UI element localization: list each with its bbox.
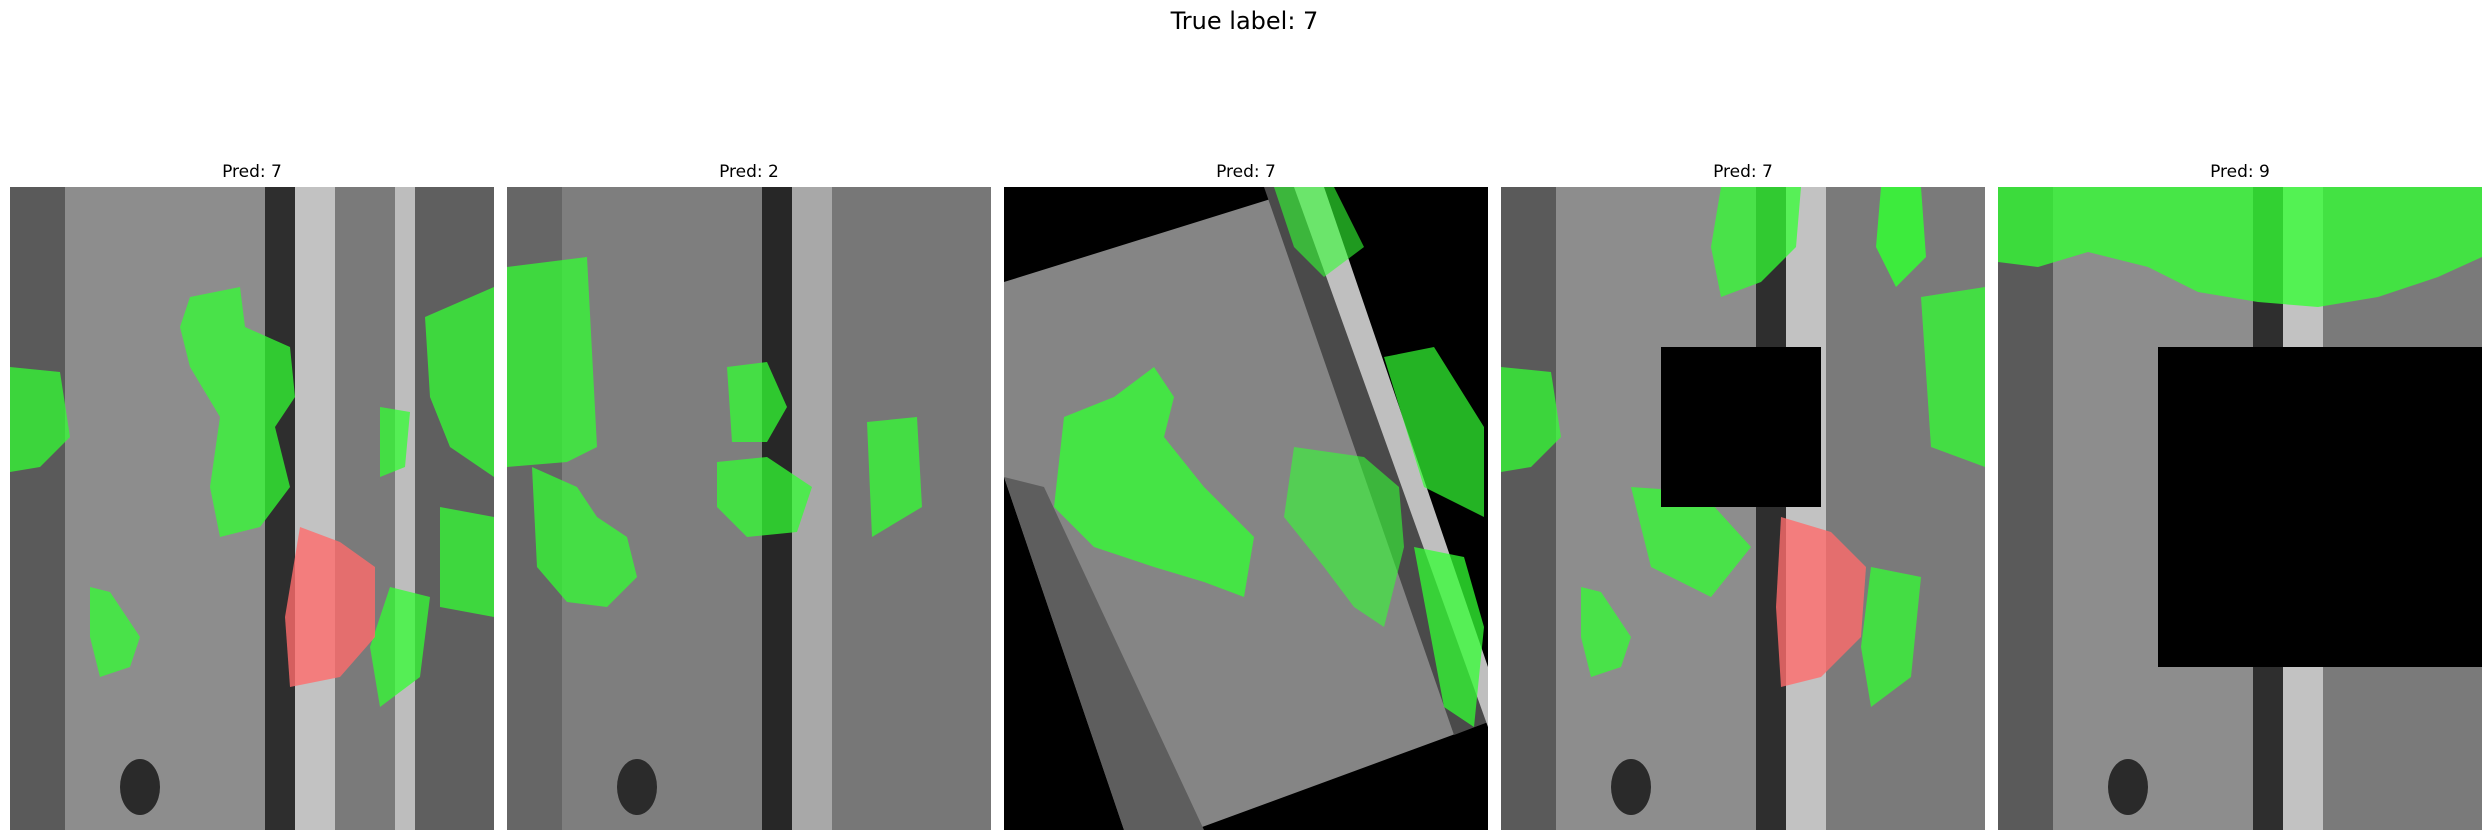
saliency-image <box>1501 187 1985 830</box>
panel-title: Pred: 2 <box>719 162 779 182</box>
saliency-region <box>1054 367 1254 597</box>
saliency-region <box>1711 187 1801 297</box>
saliency-region <box>1501 367 1561 472</box>
saliency-region <box>370 587 430 707</box>
saliency-region <box>1861 567 1921 707</box>
saliency-region <box>440 507 494 617</box>
panel-rotated: Pred: 7 <box>1004 160 1488 830</box>
negative-region <box>285 527 375 687</box>
occlusion-patch <box>1661 347 1821 507</box>
panel-title: Pred: 7 <box>222 162 282 182</box>
negative-region <box>1776 517 1866 687</box>
occlusion-patch <box>2158 347 2482 667</box>
saliency-region <box>1384 347 1484 517</box>
saliency-region <box>1631 487 1751 597</box>
saliency-region <box>727 362 787 442</box>
saliency-region <box>1284 447 1404 627</box>
saliency-region <box>1998 187 2482 307</box>
saliency-region <box>180 287 295 537</box>
saliency-region <box>1876 187 1926 287</box>
saliency-region <box>1921 287 1985 467</box>
panel-small-occlusion: Pred: 7 <box>1501 160 1985 830</box>
saliency-region <box>380 407 410 477</box>
panel-original: Pred: 7 <box>10 160 494 830</box>
saliency-region <box>90 587 140 677</box>
saliency-region <box>425 287 494 477</box>
panel-title: Pred: 7 <box>1216 162 1276 182</box>
panel-title: Pred: 7 <box>1713 162 1773 182</box>
saliency-image <box>1998 187 2482 830</box>
saliency-image <box>10 187 494 830</box>
saliency-region <box>1274 187 1364 277</box>
saliency-region <box>1414 547 1484 727</box>
panel-large-occlusion: Pred: 9 <box>1998 160 2482 830</box>
saliency-region <box>717 457 812 537</box>
panel-noisy: Pred: 2 <box>507 160 991 830</box>
saliency-image <box>1004 187 1488 830</box>
saliency-region <box>507 257 597 467</box>
saliency-image <box>507 187 991 830</box>
saliency-region <box>1581 587 1631 677</box>
saliency-region <box>532 467 637 607</box>
panel-title: Pred: 9 <box>2210 162 2270 182</box>
figure-title: True label: 7 <box>1170 7 1319 35</box>
saliency-region <box>867 417 922 537</box>
saliency-region <box>10 367 70 472</box>
